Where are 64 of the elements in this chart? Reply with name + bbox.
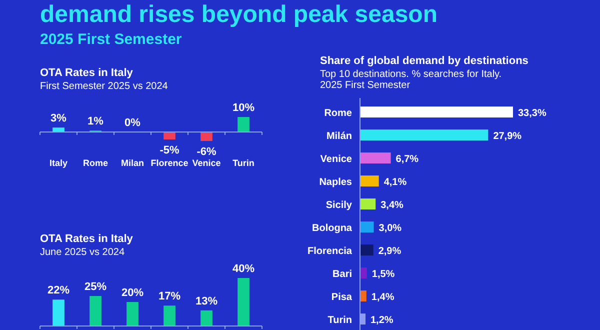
data-label: 13% bbox=[195, 295, 218, 308]
y-tick-label: Sicily bbox=[326, 200, 352, 211]
x-tick-label: Florence bbox=[150, 158, 188, 168]
bar bbox=[360, 152, 391, 164]
bar bbox=[200, 132, 212, 141]
data-label: 22% bbox=[47, 284, 70, 297]
data-label: 3% bbox=[50, 112, 67, 124]
bar bbox=[360, 244, 374, 256]
bar bbox=[360, 314, 366, 324]
bar bbox=[360, 130, 488, 140]
bar bbox=[164, 132, 176, 140]
data-label: 0% bbox=[124, 117, 141, 129]
data-label: 1,4% bbox=[371, 292, 394, 303]
x-tick-label: Venice bbox=[192, 158, 221, 168]
data-label: 3,4% bbox=[380, 200, 404, 211]
chart-subtitle: First Semester 2025 vs 2024 bbox=[40, 81, 168, 92]
bar bbox=[52, 300, 64, 326]
data-label: -5% bbox=[160, 144, 180, 156]
bar bbox=[90, 296, 102, 326]
x-tick-label: Milan bbox=[120, 158, 144, 168]
bar bbox=[360, 106, 513, 118]
y-tick-label: Florencia bbox=[308, 246, 352, 257]
data-label: 10% bbox=[232, 102, 255, 114]
data-label: 1,5% bbox=[372, 269, 395, 280]
y-tick-label: Bologna bbox=[312, 223, 352, 234]
bar bbox=[360, 290, 366, 302]
data-label: -6% bbox=[196, 146, 216, 158]
data-label: 20% bbox=[121, 287, 144, 299]
bar bbox=[360, 268, 367, 278]
text: 2025 First Semester bbox=[40, 31, 182, 48]
bar bbox=[238, 117, 250, 132]
y-tick-label: Bari bbox=[332, 269, 352, 280]
data-label: 40% bbox=[232, 263, 255, 275]
chart-title: OTA Rates in Italy bbox=[40, 233, 134, 245]
bar bbox=[360, 198, 376, 210]
bar bbox=[360, 222, 374, 232]
x-tick-label: Italy bbox=[49, 158, 68, 168]
data-label: 33,3% bbox=[518, 108, 546, 119]
data-label: 2,9% bbox=[378, 246, 402, 257]
data-label: 6,7% bbox=[396, 154, 419, 165]
chart-title: Share of global demand by destinations bbox=[320, 55, 528, 67]
text: demand rises beyond peak season bbox=[40, 1, 438, 28]
chart-subtitle: June 2025 vs 2024 bbox=[40, 247, 125, 258]
bar bbox=[126, 302, 138, 326]
chart-subtitle: Top 10 destinations. % searches for Italy. 2025 First Semester bbox=[320, 69, 502, 91]
bar bbox=[360, 176, 379, 186]
y-tick-label: Milán bbox=[326, 131, 352, 142]
y-tick-label: Rome bbox=[324, 108, 352, 119]
data-label: 27,9% bbox=[493, 131, 522, 142]
bar bbox=[238, 278, 250, 326]
data-label: 3,0% bbox=[378, 223, 402, 234]
x-tick-label: Rome bbox=[82, 158, 108, 168]
chart-title: OTA Rates in Italy bbox=[40, 67, 134, 79]
data-label: 1,2% bbox=[370, 315, 394, 326]
y-tick-label: Naples bbox=[319, 177, 352, 188]
x-tick-label: Turin bbox=[232, 158, 254, 168]
bar bbox=[200, 310, 212, 326]
y-tick-label: Pisa bbox=[331, 292, 352, 303]
data-label: 25% bbox=[84, 281, 107, 293]
data-label: 1% bbox=[88, 116, 104, 128]
data-label: 4,1% bbox=[384, 177, 407, 188]
data-label: 17% bbox=[158, 290, 181, 303]
y-tick-label: Turin bbox=[328, 315, 352, 326]
bar bbox=[164, 306, 176, 326]
